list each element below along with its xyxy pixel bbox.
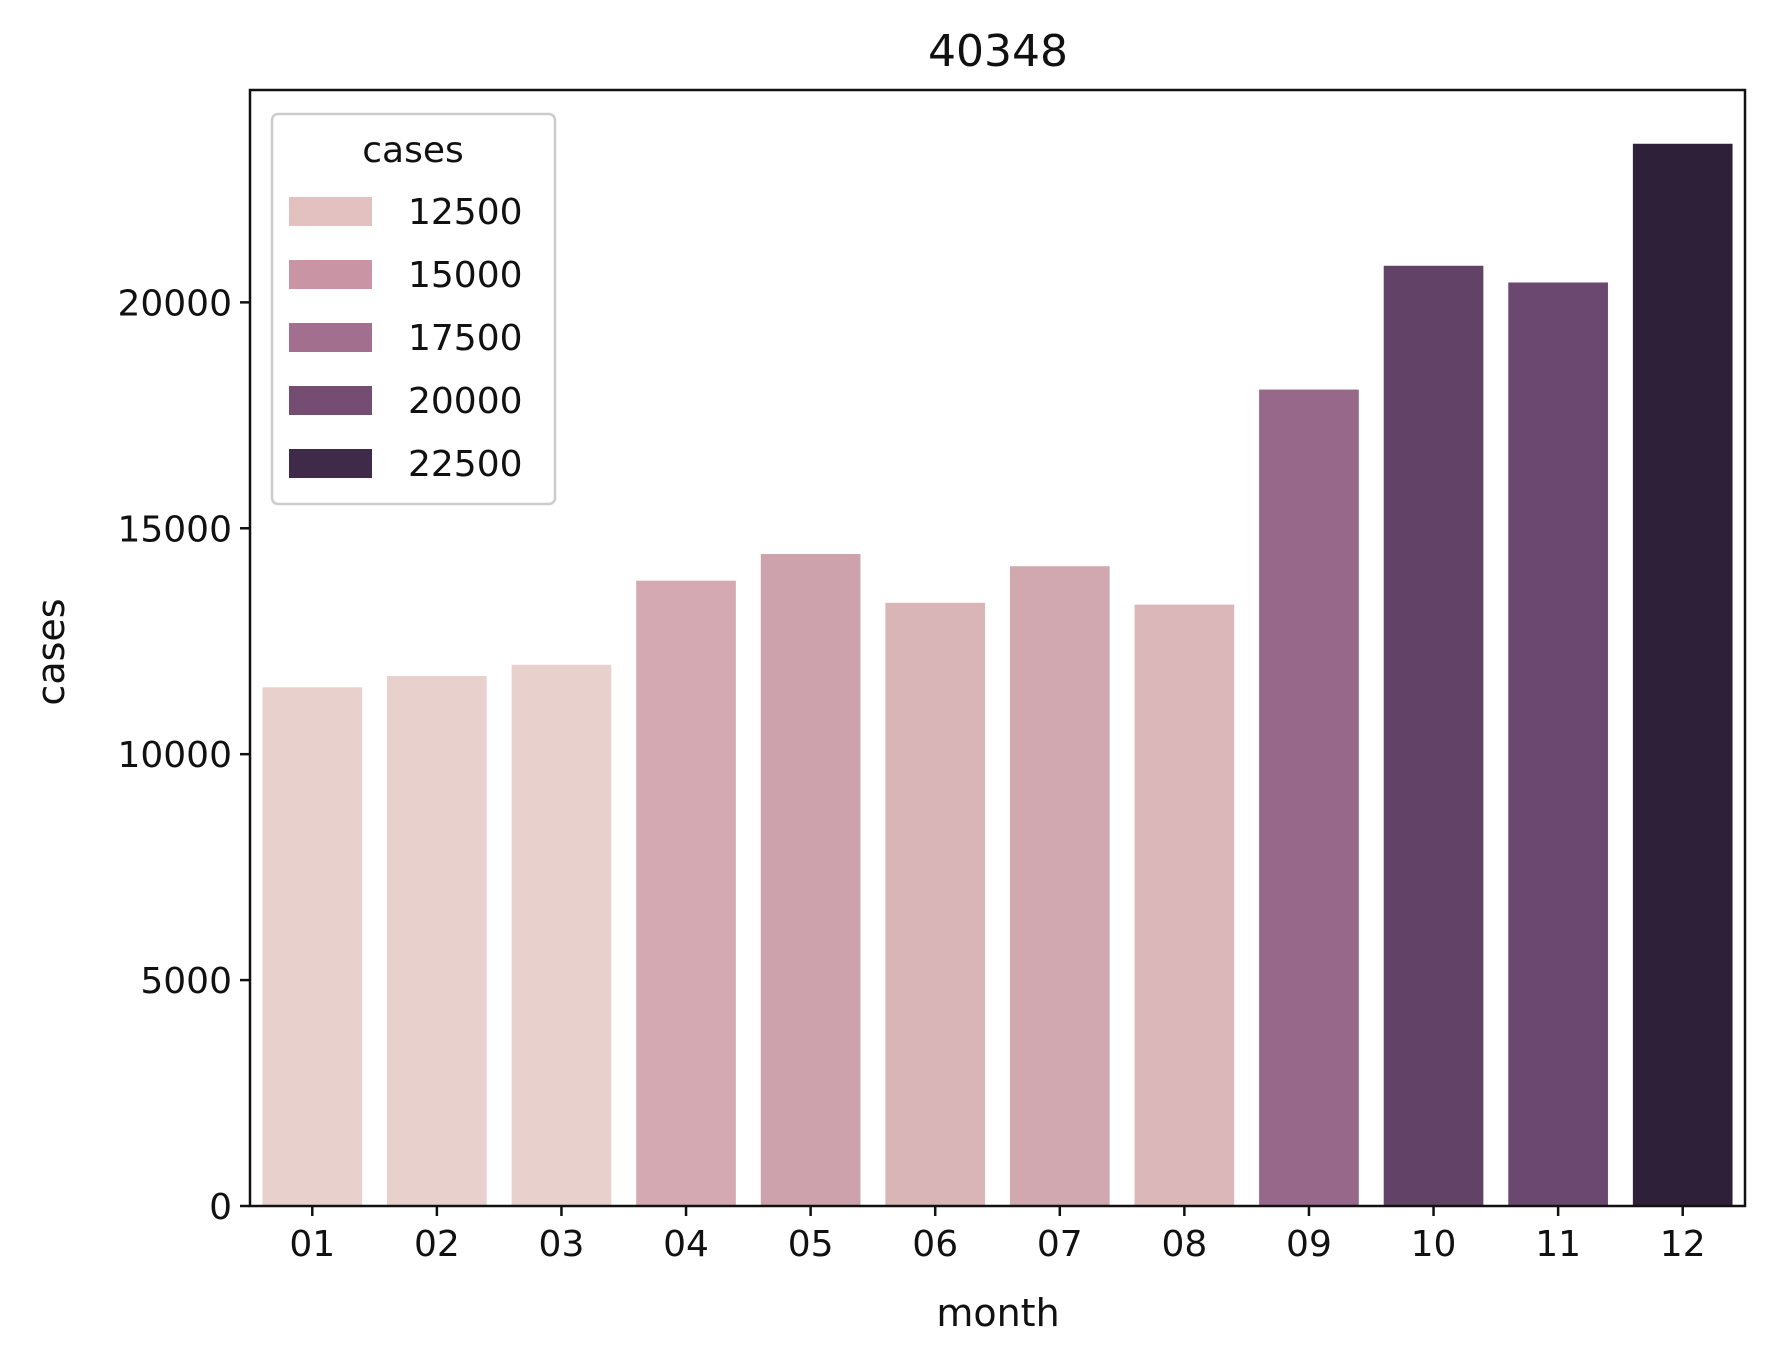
legend-title: cases bbox=[362, 130, 464, 171]
y-axis-title: cases bbox=[29, 598, 73, 705]
x-tick-label: 05 bbox=[788, 1224, 834, 1265]
x-tick-label: 09 bbox=[1286, 1224, 1332, 1265]
bar-08 bbox=[1134, 604, 1235, 1206]
legend-entry-label: 22500 bbox=[408, 444, 523, 485]
legend-entry-label: 17500 bbox=[408, 318, 523, 359]
y-tick-label: 15000 bbox=[117, 509, 232, 550]
y-axis-ticks: 0 5000 10000 15000 20000 bbox=[117, 283, 250, 1228]
bar-06 bbox=[885, 602, 986, 1206]
y-tick-label: 20000 bbox=[117, 283, 232, 324]
y-tick-label: 10000 bbox=[117, 735, 232, 776]
x-axis-title: month bbox=[936, 1291, 1059, 1335]
bar-01 bbox=[262, 687, 363, 1206]
x-tick-label: 04 bbox=[663, 1224, 709, 1265]
bar-02 bbox=[387, 676, 487, 1206]
x-tick-label: 02 bbox=[414, 1224, 460, 1265]
bar-07 bbox=[1009, 566, 1110, 1206]
bar-11 bbox=[1508, 282, 1608, 1207]
plot-frame bbox=[248, 88, 1747, 1208]
legend: cases 12500 15000 17500 20000 22500 bbox=[270, 112, 557, 506]
y-tick-label: 5000 bbox=[140, 961, 232, 1002]
legend-entries: 12500 15000 17500 20000 22500 bbox=[289, 192, 523, 485]
legend-swatch bbox=[289, 386, 372, 415]
x-axis-ticks: 01 02 03 04 05 06 07 08 09 10 11 12 bbox=[289, 1206, 1706, 1265]
legend-swatch bbox=[289, 323, 372, 352]
x-tick-label: 06 bbox=[912, 1224, 958, 1265]
bar-10 bbox=[1383, 265, 1484, 1207]
legend-swatch bbox=[289, 197, 372, 226]
bar-12 bbox=[1632, 143, 1733, 1206]
x-tick-label: 10 bbox=[1411, 1224, 1457, 1265]
x-tick-label: 01 bbox=[289, 1224, 335, 1265]
legend-entry-label: 15000 bbox=[408, 255, 523, 296]
y-tick-label: 0 bbox=[209, 1187, 232, 1228]
x-tick-label: 11 bbox=[1535, 1224, 1581, 1265]
legend-entry-label: 12500 bbox=[408, 192, 523, 233]
x-tick-label: 03 bbox=[539, 1224, 585, 1265]
bars-group bbox=[262, 143, 1733, 1207]
bar-04 bbox=[636, 580, 736, 1206]
chart-title: 40348 bbox=[928, 26, 1068, 77]
legend-swatch bbox=[289, 260, 372, 289]
x-tick-label: 08 bbox=[1161, 1224, 1207, 1265]
bar-05 bbox=[760, 554, 861, 1206]
bar-09 bbox=[1259, 389, 1359, 1207]
x-tick-label: 12 bbox=[1660, 1224, 1706, 1265]
bar-03 bbox=[511, 664, 612, 1206]
x-tick-label: 07 bbox=[1037, 1224, 1083, 1265]
legend-entry-label: 20000 bbox=[408, 381, 523, 422]
legend-swatch bbox=[289, 449, 372, 478]
